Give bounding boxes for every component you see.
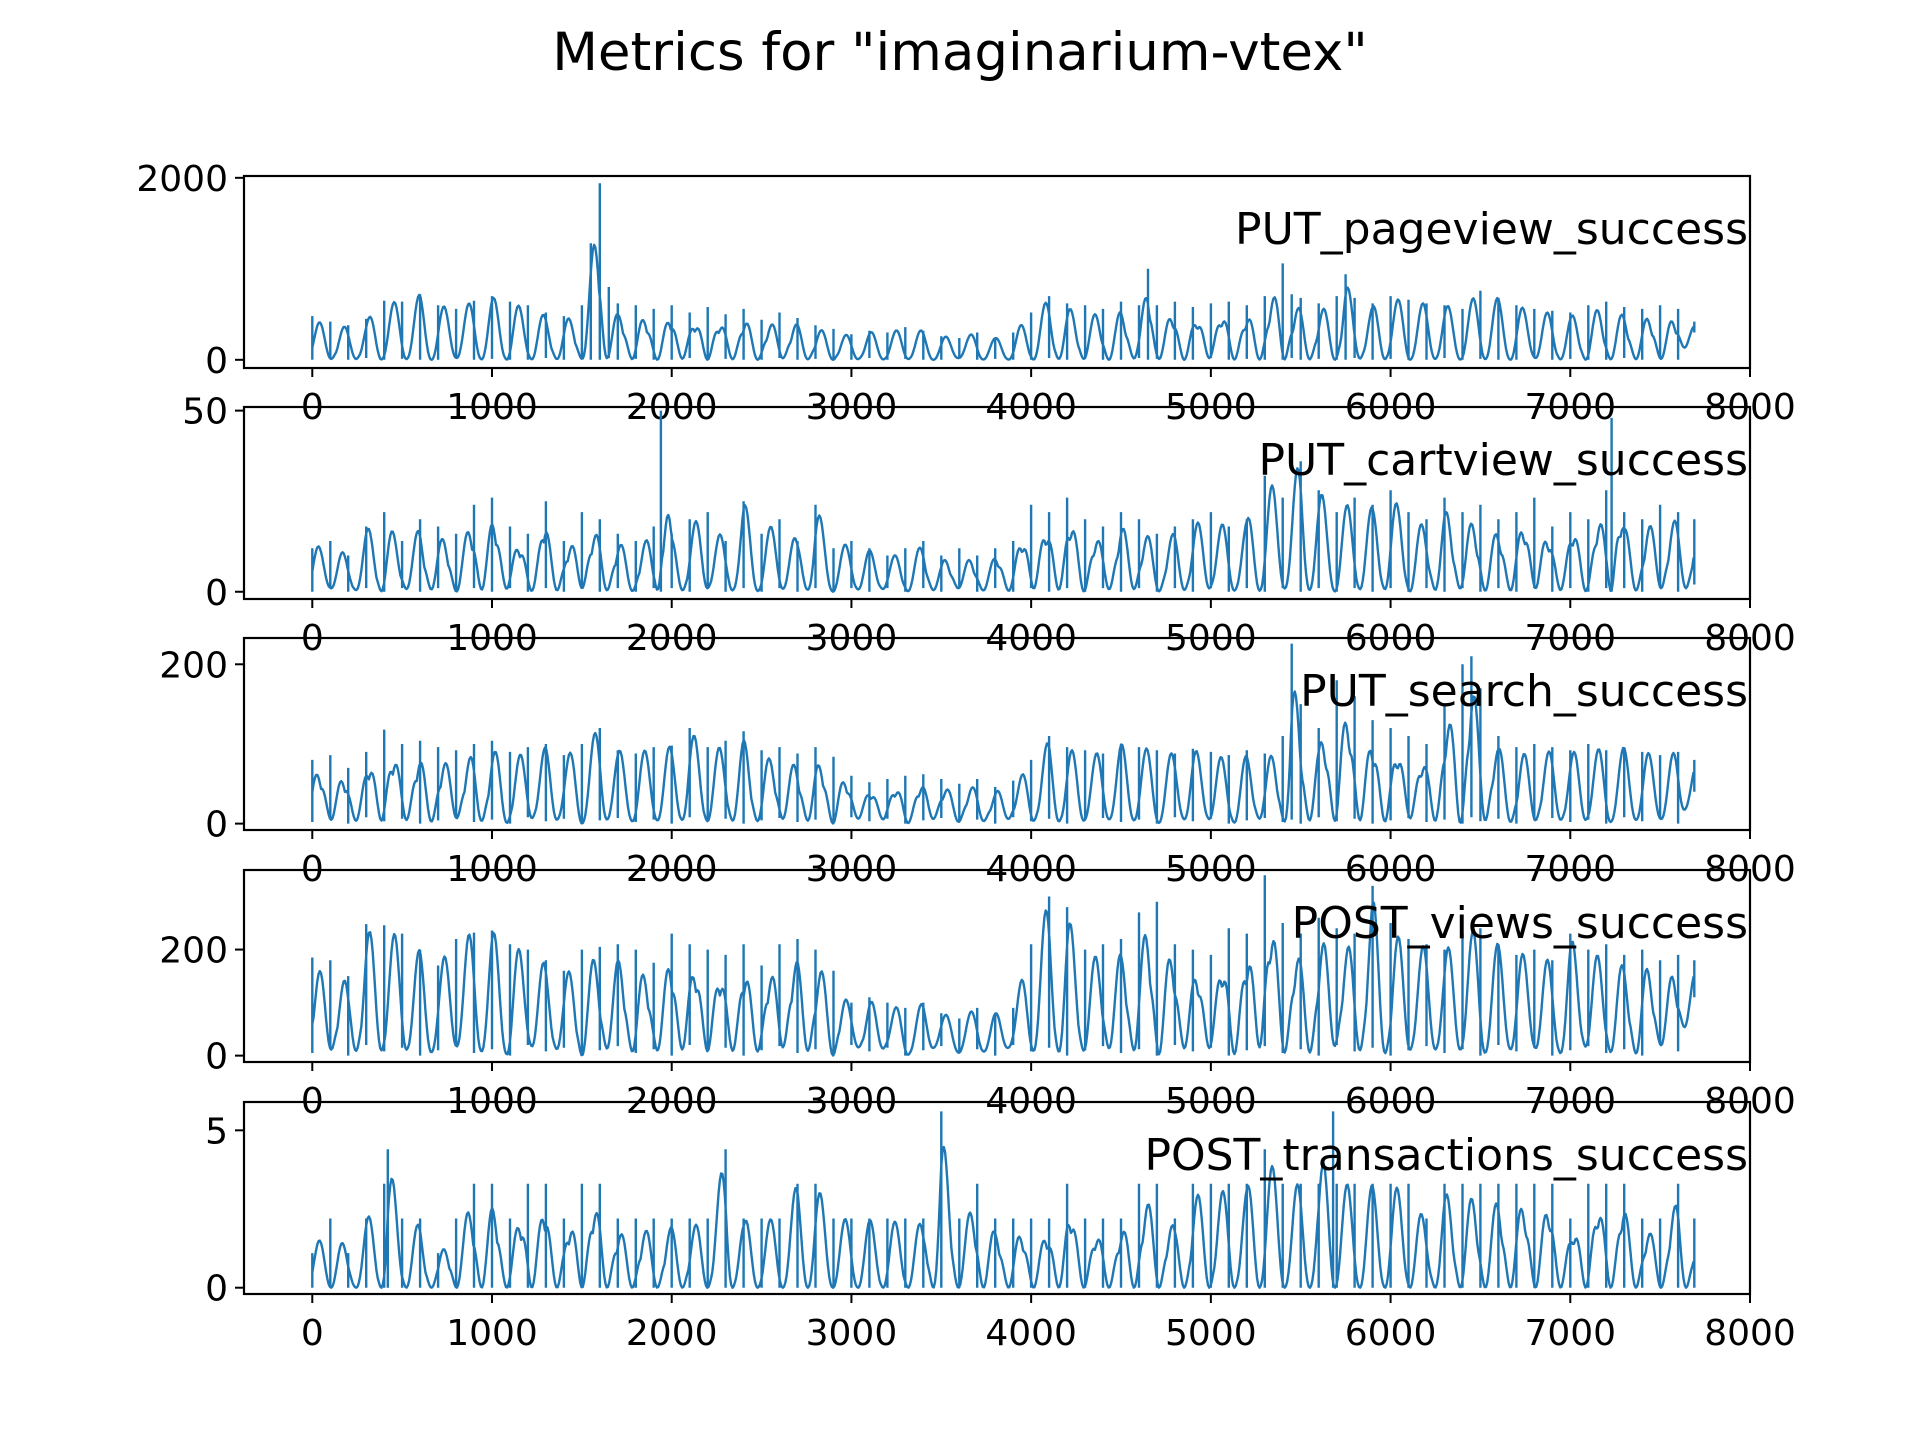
x-tick-label-5-3: 2000 [626,1313,718,1354]
y-tick-label-2-2: 50 [182,392,228,433]
x-tick-label-5-9: 8000 [1704,1313,1796,1354]
series-line-4-1 [311,875,1696,1057]
series-line-5-1 [311,1111,1696,1289]
y-tick-label-3-1: 0 [205,805,228,846]
panel-title-4: POST_views_success [1292,898,1748,949]
axes-frame-4 [242,868,1752,1064]
x-tick-label-5-7: 6000 [1345,1313,1437,1354]
y-tick-label-3-2: 200 [159,645,228,686]
panel-title-5: POST_transactions_success [1144,1130,1748,1181]
y-tick-label-5-1: 0 [205,1269,228,1310]
axes-frame-3 [242,636,1752,832]
panel-5: 0 5 0 1000 2000 3000 4000 5000 6000 7000 8000 POST_… [205,1100,1796,1354]
axes-frame-2 [242,405,1752,601]
y-tick-label-5-2: 5 [205,1111,228,1152]
y-tick-label-4-1: 0 [205,1037,228,1078]
series-line-1-1 [311,183,1696,361]
y-tick-label-2-1: 0 [205,573,228,614]
x-tick-label-5-8: 7000 [1524,1313,1616,1354]
axes-frame-1 [242,174,1752,370]
y-tick-label-4-2: 200 [159,931,228,972]
axes-frame-5 [242,1100,1752,1296]
x-tick-label-5-6: 5000 [1165,1313,1257,1354]
series-line-2-1 [311,410,1696,593]
panel-title-3: PUT_search_success [1300,666,1748,717]
figure-title: Metrics for "imaginarium-vtex" [552,22,1368,83]
series-line-3-1 [311,643,1696,825]
x-tick-label-5-5: 4000 [985,1313,1077,1354]
panel-title-1: PUT_pageview_success [1235,204,1748,255]
x-tick-label-5-2: 1000 [446,1313,538,1354]
y-tick-label-1-2: 2000 [136,159,228,200]
panel-title-2: PUT_cartview_success [1258,435,1748,486]
x-tick-label-5-1: 0 [301,1313,324,1354]
x-tick-label-5-4: 3000 [806,1313,898,1354]
y-tick-label-1-1: 0 [205,341,228,382]
